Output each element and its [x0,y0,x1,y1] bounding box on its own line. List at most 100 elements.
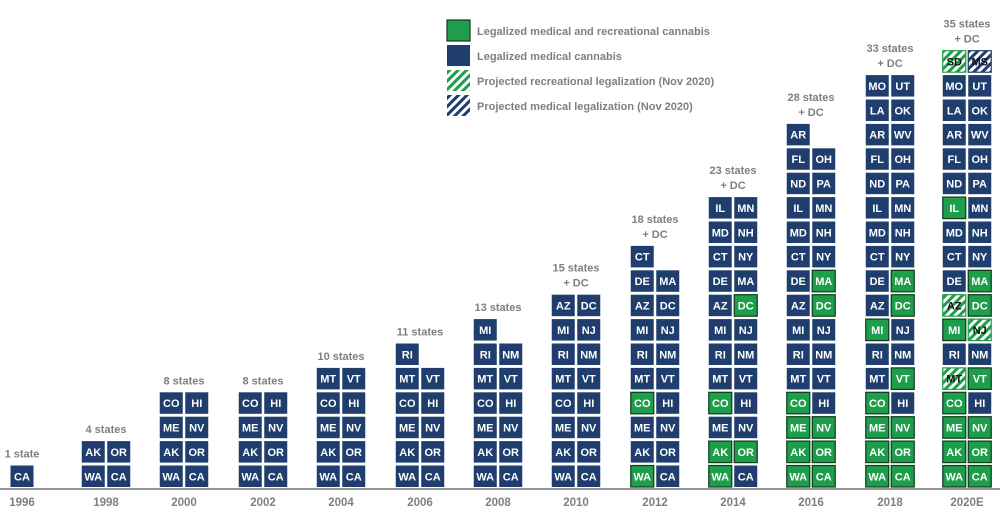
state-tile-de-2016: DE [786,270,810,292]
state-label: WA [162,471,180,483]
tile-fill [811,440,836,464]
state-tile-hi-2006: HI [421,392,445,414]
state-count-label: + DC [642,229,667,241]
state-label: AZ [870,300,885,312]
state-label: OH [895,154,912,166]
tile-fill [499,441,523,463]
state-tile-hi-2000: HI [185,392,209,414]
tile-fill [577,392,601,414]
state-label: MA [894,276,911,288]
legend-label: Legalized medical cannabis [477,51,622,63]
state-tile-oh-2020E: OH [968,148,992,170]
state-label: AK [790,447,806,459]
tile-fill [812,172,836,195]
state-label: WA [868,471,886,483]
tile-fill [185,465,209,487]
state-tile-ct-2014: CT [708,245,732,268]
state-tile-wa-2018: WA [865,464,890,488]
state-label: OK [895,105,912,117]
state-count-label: 8 states [243,375,284,387]
state-tile-mn-2016: MN [812,197,836,219]
state-tile-nm-2020E: NM [968,343,992,365]
state-label: NV [660,422,676,434]
tile-fill [159,392,183,414]
tile-fill [865,294,889,317]
state-label: NH [895,227,911,239]
state-tile-oh-2016: OH [812,148,836,170]
state-tile-wa-2016: WA [786,464,811,488]
year-label: 2008 [485,497,511,509]
tile-fill [865,197,889,219]
state-label: OR [189,447,206,459]
state-count-label: + DC [720,180,745,192]
tile-fill [734,319,758,341]
tile-fill [891,392,915,414]
tile-fill [473,441,497,463]
state-tile-co-2000: CO [159,392,183,414]
tile-fill [865,172,889,195]
legend-item-projected_medical: Projected medical legalization (Nov 2020… [447,95,693,116]
tile-fill [942,270,966,292]
year-column-1996: CA 1 state [5,449,39,487]
state-tile-dc-2020E: DC [967,294,992,317]
state-label: MI [636,325,648,337]
tile-fill [891,123,915,146]
state-label: RI [793,349,804,361]
tile-fill [630,294,654,317]
legend-label: Projected medical legalization (Nov 2020… [477,101,693,113]
state-label: MT [399,374,415,386]
state-tile-nv-2000: NV [185,416,209,439]
state-tile-az-2020E: AZ [942,294,967,317]
state-tile-co-2004: CO [316,392,340,414]
state-label: MT [555,374,571,386]
state-label: AK [555,447,571,459]
state-label: MN [894,203,911,215]
state-tile-nv-2014: NV [734,416,758,439]
state-label: AK [477,447,493,459]
tile-fill [811,294,836,317]
state-label: OR [268,447,285,459]
state-tile-wa-2020E: WA [942,464,967,488]
state-tile-me-2008: ME [473,416,497,439]
state-tile-de-2012: DE [630,270,654,292]
tile-fill [786,245,810,268]
state-tile-az-2018: AZ [865,294,889,317]
tile-fill [316,367,340,390]
tile-fill [865,343,889,365]
state-label: VT [347,374,361,386]
tile-fill [734,270,758,292]
tile-fill [786,294,810,317]
state-tile-nv-2020E: NV [967,416,992,439]
state-label: NV [972,422,988,434]
state-tile-or-1998: OR [107,441,131,463]
year-column-2014: IL MD CT DE AZ MI RI MT CO ME AK WA MN NH NY MA DC NJ NM VT… [708,165,758,488]
tile-fill [473,343,497,365]
tile-fill [473,392,497,414]
state-tile-az-2016: AZ [786,294,810,317]
tile-fill [891,319,915,341]
state-label: OR [503,447,520,459]
state-tile-mn-2020E: MN [968,197,992,219]
state-tile-hi-2008: HI [499,392,523,414]
year-axis: 1996 1998 2000 2002 2004 2006 2008 2010 2012 2014… [9,497,984,509]
state-tile-wv-2020E: WV [968,123,992,146]
tile-fill [890,269,915,293]
state-label: MA [815,276,832,288]
state-label: NM [971,349,988,361]
legend-label: Projected recreational legalization (Nov… [477,76,715,88]
tile-fill [656,343,680,365]
state-label: OR [425,447,442,459]
state-count-label: 28 states [787,92,834,104]
state-tile-mi-2016: MI [786,319,810,341]
tile-fill [577,416,601,439]
tile-fill [967,50,992,73]
state-label: RI [872,349,883,361]
state-tile-ri-2018: RI [865,343,889,365]
state-tile-or-2020E: OR [967,440,992,464]
year-label: 2016 [798,497,824,509]
state-label: ME [946,422,963,434]
state-tile-ct-2012: CT [630,245,654,268]
state-tile-me-2016: ME [786,416,811,439]
tile-fill [811,464,836,488]
state-tile-wv-2018: WV [891,123,915,146]
